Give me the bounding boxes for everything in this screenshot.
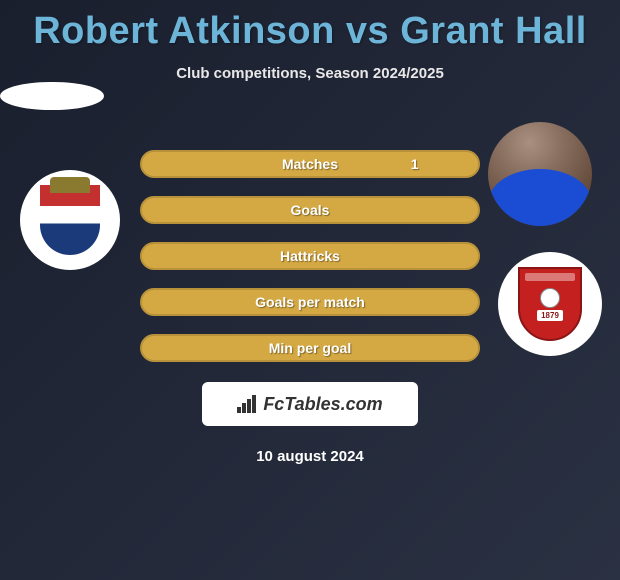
stats-list: Matches 1 Goals Hattricks Goals per matc…: [140, 150, 480, 362]
date-text: 10 august 2024: [0, 448, 620, 465]
stat-label: Goals per match: [255, 294, 365, 310]
crest-shield-icon: [40, 185, 100, 255]
stat-label: Min per goal: [269, 340, 351, 356]
stat-label: Hattricks: [280, 248, 340, 264]
logo-text: FcTables.com: [263, 394, 382, 415]
player-photo-left: [0, 82, 104, 110]
club-crest-right: 1879: [498, 252, 602, 356]
stat-row-min-per-goal: Min per goal: [140, 334, 480, 362]
ball-icon: [540, 288, 560, 308]
page-title: Robert Atkinson vs Grant Hall: [0, 0, 620, 53]
club-crest-left: [20, 170, 120, 270]
subtitle: Club competitions, Season 2024/2025: [0, 65, 620, 82]
fctables-logo: FcTables.com: [202, 382, 418, 426]
crest-shield-icon: 1879: [518, 267, 582, 341]
crest-year: 1879: [537, 310, 563, 321]
bar-chart-icon: [237, 395, 259, 413]
stat-label: Matches: [282, 156, 338, 172]
stat-value: 1: [411, 156, 419, 172]
player-photo-right: [488, 122, 592, 226]
stat-row-goals-per-match: Goals per match: [140, 288, 480, 316]
stat-label: Goals: [291, 202, 330, 218]
stat-row-matches: Matches 1: [140, 150, 480, 178]
stat-row-goals: Goals: [140, 196, 480, 224]
stat-row-hattricks: Hattricks: [140, 242, 480, 270]
